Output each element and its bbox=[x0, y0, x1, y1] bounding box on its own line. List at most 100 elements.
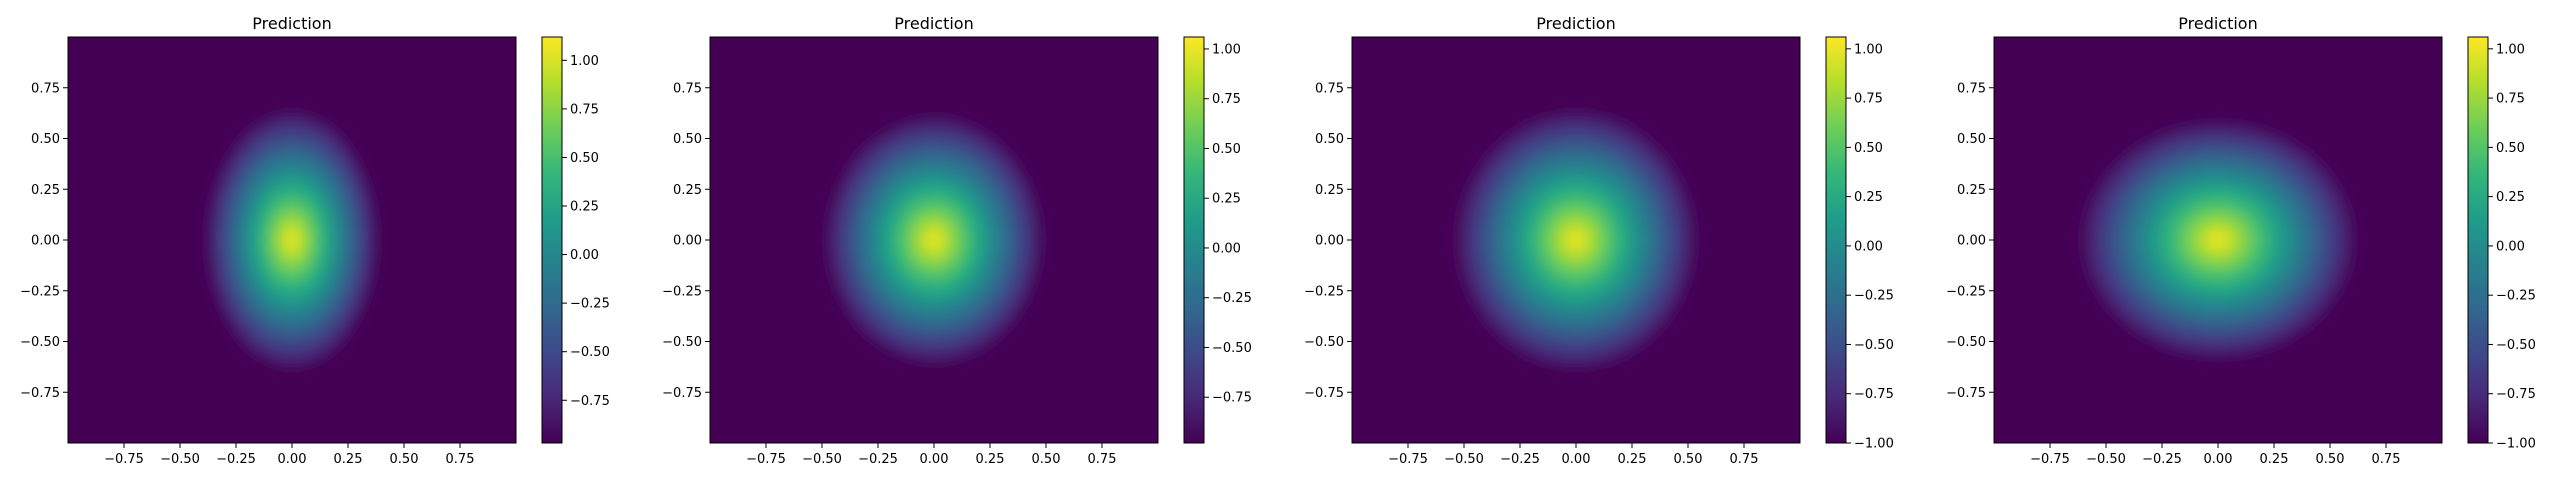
colorbar-tick-label: 1.00 bbox=[570, 54, 599, 69]
x-tick-label: −0.50 bbox=[160, 452, 200, 467]
x-tick-label: 0.50 bbox=[1032, 452, 1061, 467]
y-tick-label: −0.75 bbox=[662, 386, 702, 401]
x-tick-label: 0.25 bbox=[334, 452, 363, 467]
y-tick-label: 0.50 bbox=[1957, 132, 1986, 147]
x-tick-label: −0.25 bbox=[1500, 452, 1540, 467]
x-tick-label: 0.50 bbox=[2316, 452, 2345, 467]
y-tick-label: 0.25 bbox=[1957, 183, 1986, 198]
heatmap-field bbox=[2078, 118, 2358, 362]
colorbar-tick-label: 0.25 bbox=[1212, 192, 1241, 207]
colorbar-tick-label: −0.50 bbox=[1854, 338, 1894, 353]
colorbar bbox=[1825, 36, 1847, 444]
y-tick-label: 0.75 bbox=[673, 81, 702, 96]
y-tick-label: 0.50 bbox=[1315, 132, 1344, 147]
x-tick-label: 0.75 bbox=[1088, 452, 1117, 467]
colorbar bbox=[2467, 36, 2489, 444]
y-tick-label: −0.25 bbox=[1946, 284, 1986, 299]
colorbar-tick-label: −0.75 bbox=[1212, 391, 1252, 406]
colorbar-tick-label: 1.00 bbox=[2496, 42, 2525, 57]
x-tick-label: −0.25 bbox=[858, 452, 898, 467]
x-tick-label: −0.75 bbox=[2030, 452, 2070, 467]
heatmap-field bbox=[823, 113, 1045, 367]
colorbar-tick-label: 0.25 bbox=[570, 200, 599, 215]
colorbar-tick-label: 0.50 bbox=[1212, 142, 1241, 157]
y-tick-label: −0.25 bbox=[1304, 284, 1344, 299]
y-tick-label: 0.75 bbox=[1315, 81, 1344, 96]
y-tick-label: −0.50 bbox=[20, 335, 60, 350]
y-tick-label: −0.75 bbox=[20, 386, 60, 401]
chart-title: Prediction bbox=[894, 14, 973, 33]
subplot-4: Prediction −0.75 −0.50 −0.25 0.00 0.25 0.50 0.7… bbox=[1946, 14, 2536, 467]
y-tick-label: 0.00 bbox=[1957, 234, 1986, 249]
x-tick-label: −0.50 bbox=[2086, 452, 2126, 467]
x-tick-label: −0.25 bbox=[216, 452, 256, 467]
y-tick-label: −0.50 bbox=[1304, 335, 1344, 350]
subplot-3: Prediction −0.75 −0.50 −0.25 0.00 0.25 0.50 0.7… bbox=[1304, 14, 1894, 467]
colorbar-tick-label: −0.25 bbox=[1854, 289, 1894, 304]
colorbar bbox=[541, 36, 563, 444]
y-tick-label: 0.25 bbox=[31, 183, 60, 198]
colorbar-tick-label: −0.25 bbox=[2496, 289, 2536, 304]
colorbar-tick-label: 0.00 bbox=[1212, 241, 1241, 256]
colorbar-tick-label: 0.50 bbox=[2496, 141, 2525, 156]
y-tick-label: 0.50 bbox=[31, 132, 60, 147]
colorbar-tick-label: −0.50 bbox=[1212, 341, 1252, 356]
colorbar-tick-label: 0.25 bbox=[2496, 190, 2525, 205]
x-tick-label: 0.75 bbox=[1730, 452, 1759, 467]
colorbar-tick-label: −0.75 bbox=[570, 394, 610, 409]
chart-title: Prediction bbox=[1536, 14, 1615, 33]
x-tick-label: 0.00 bbox=[1562, 452, 1591, 467]
y-tick-label: −0.25 bbox=[20, 284, 60, 299]
x-tick-label: 0.25 bbox=[1618, 452, 1647, 467]
colorbar-tick-label: 0.75 bbox=[1854, 92, 1883, 107]
subplot-2: Prediction −0.75 −0.50 −0.25 0.00 0.25 0.50 0.7… bbox=[662, 14, 1252, 467]
y-tick-label: 0.25 bbox=[1315, 183, 1344, 198]
chart-title: Prediction bbox=[252, 14, 331, 33]
y-tick-label: −0.75 bbox=[1946, 386, 1986, 401]
heatmap-field bbox=[1453, 108, 1699, 372]
x-tick-label: −0.25 bbox=[2142, 452, 2182, 467]
colorbar-tick-label: 0.00 bbox=[1854, 239, 1883, 254]
colorbar-tick-label: 1.00 bbox=[1854, 42, 1883, 57]
colorbar-tick-label: −1.00 bbox=[1854, 437, 1894, 452]
colorbar-tick-label: −0.75 bbox=[2496, 387, 2536, 402]
x-tick-label: 0.25 bbox=[976, 452, 1005, 467]
y-tick-label: −0.25 bbox=[662, 284, 702, 299]
y-tick-label: 0.75 bbox=[1957, 81, 1986, 96]
colorbar-tick-label: −0.50 bbox=[2496, 338, 2536, 353]
y-tick-label: −0.75 bbox=[1304, 386, 1344, 401]
x-tick-label: 0.50 bbox=[1674, 452, 1703, 467]
x-tick-label: 0.00 bbox=[278, 452, 307, 467]
colorbar-tick-label: 0.75 bbox=[1212, 92, 1241, 107]
x-tick-label: −0.50 bbox=[1444, 452, 1484, 467]
colorbar-tick-label: 1.00 bbox=[1212, 42, 1241, 57]
y-tick-label: 0.75 bbox=[31, 81, 60, 96]
colorbar-tick-label: −0.25 bbox=[570, 297, 610, 312]
subplot-1: Prediction −0.75 −0.50 −0.25 0.00 0.25 0.50 0.7… bbox=[20, 14, 610, 467]
chart-title: Prediction bbox=[2178, 14, 2257, 33]
y-tick-label: 0.25 bbox=[673, 183, 702, 198]
colorbar-tick-label: 0.00 bbox=[570, 248, 599, 263]
x-tick-label: −0.75 bbox=[746, 452, 786, 467]
x-tick-label: 0.75 bbox=[446, 452, 475, 467]
colorbar-tick-label: 0.00 bbox=[2496, 239, 2525, 254]
colorbar-tick-label: 0.50 bbox=[1854, 141, 1883, 156]
x-tick-label: 0.00 bbox=[920, 452, 949, 467]
y-tick-label: 0.00 bbox=[31, 234, 60, 249]
y-tick-label: 0.50 bbox=[673, 132, 702, 147]
x-tick-label: −0.50 bbox=[802, 452, 842, 467]
colorbar-tick-label: 0.25 bbox=[1854, 190, 1883, 205]
colorbar-tick-label: −0.50 bbox=[570, 345, 610, 360]
y-tick-label: 0.00 bbox=[673, 234, 702, 249]
x-tick-label: 0.25 bbox=[2260, 452, 2289, 467]
colorbar-tick-label: 0.75 bbox=[570, 102, 599, 117]
colorbar-tick-label: 0.75 bbox=[2496, 92, 2525, 107]
colorbar bbox=[1183, 36, 1205, 444]
x-tick-label: 0.00 bbox=[2204, 452, 2233, 467]
colorbar-tick-label: −1.00 bbox=[2496, 437, 2536, 452]
y-tick-label: −0.50 bbox=[1946, 335, 1986, 350]
x-tick-label: −0.75 bbox=[1388, 452, 1428, 467]
heatmap-field bbox=[204, 108, 380, 372]
colorbar-tick-label: −0.75 bbox=[1854, 387, 1894, 402]
